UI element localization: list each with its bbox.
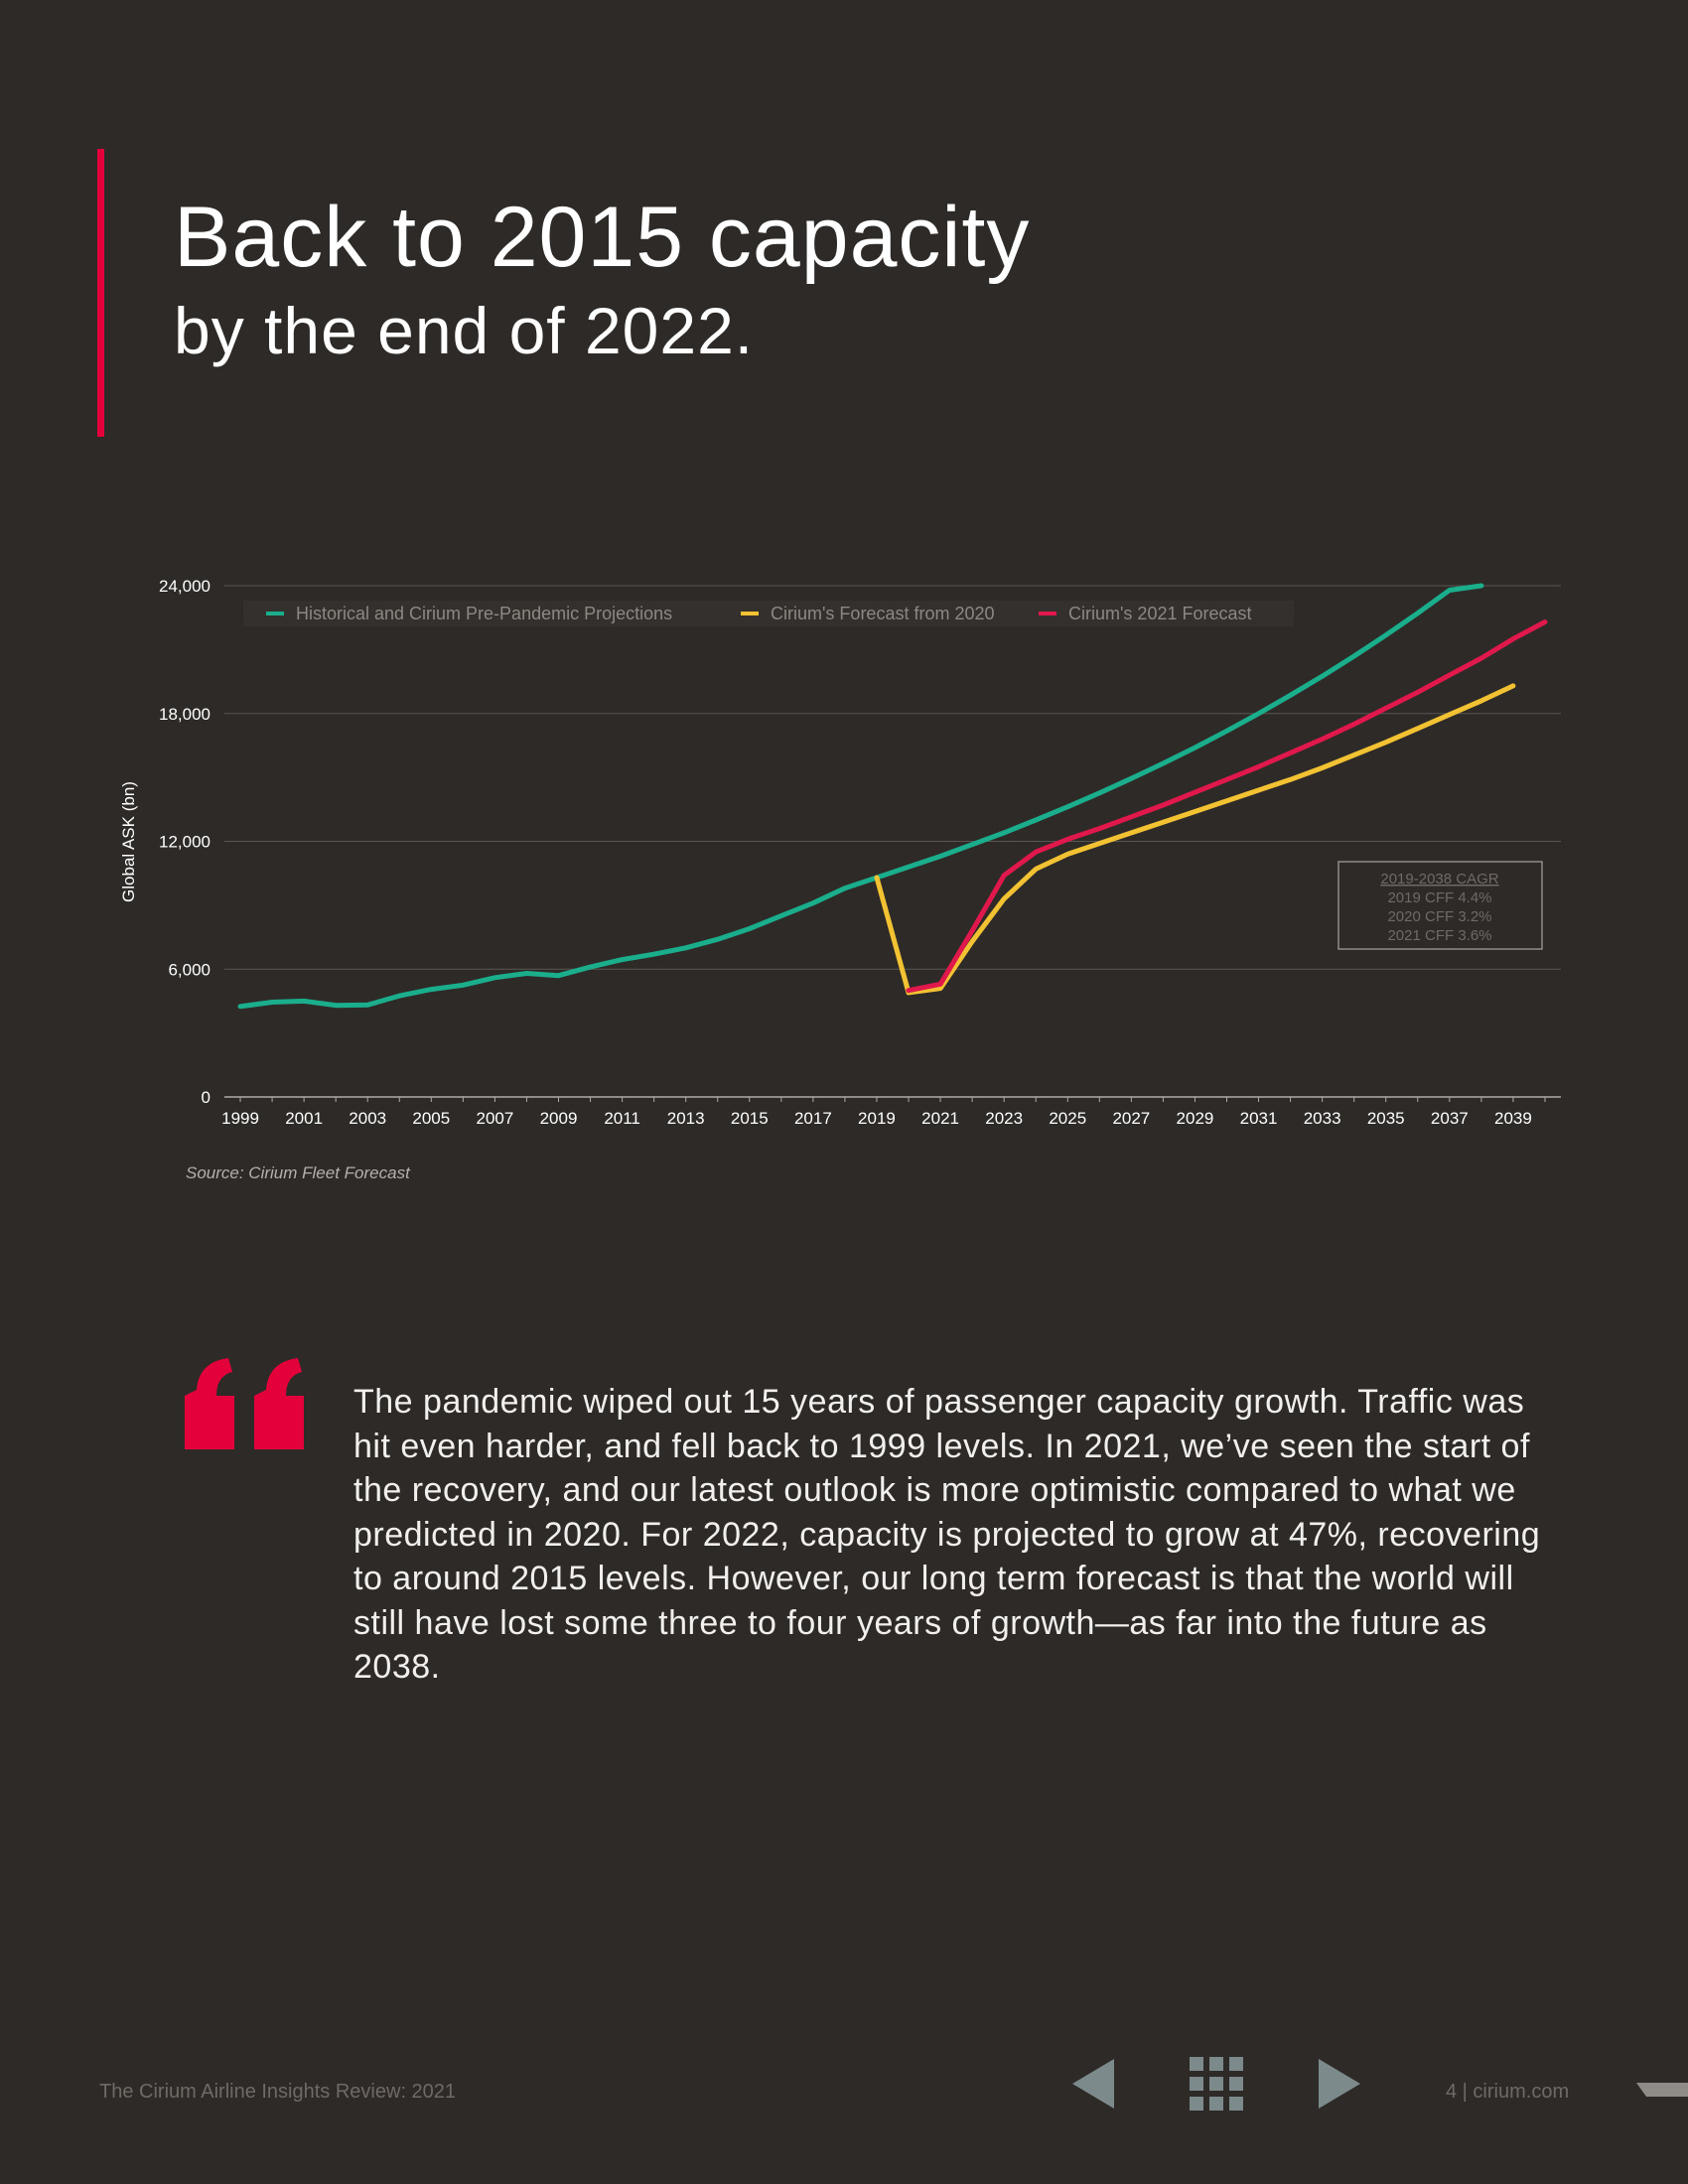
cagr-line: 2021 CFF 3.6% (1387, 927, 1491, 944)
x-tick-label: 2015 (731, 1109, 769, 1128)
x-tick-label: 2001 (285, 1109, 323, 1128)
x-tick-label: 2029 (1177, 1109, 1214, 1128)
x-tick-label: 2013 (667, 1109, 705, 1128)
legend-label-2: Cirium's Forecast from 2020 (771, 604, 995, 623)
triangle-right-icon (1319, 2059, 1360, 2109)
footer-page-number: 4 | cirium.com (1446, 2081, 1570, 2103)
x-tick-label: 2031 (1240, 1109, 1278, 1128)
x-tick-label: 2021 (921, 1109, 959, 1128)
x-tick-label: 2007 (476, 1109, 513, 1128)
series-line-1 (237, 583, 1484, 1010)
cagr-title: 2019-2038 CAGR (1380, 871, 1498, 887)
corner-tab (1636, 2083, 1688, 2097)
legend-label-1: Historical and Cirium Pre-Pandemic Proje… (296, 604, 672, 623)
page-title: Back to 2015 capacity by the end of 2022… (174, 195, 1030, 363)
quote-text: The pandemic wiped out 15 years of passe… (353, 1383, 1541, 1686)
series-line-3 (906, 619, 1548, 994)
grid-icon (1190, 2057, 1243, 2111)
cagr-line: 2020 CFF 3.2% (1387, 908, 1491, 925)
y-tick-label: 18,000 (159, 705, 211, 724)
x-tick-label: 2003 (349, 1109, 386, 1128)
legend-label-3: Cirium's 2021 Forecast (1068, 604, 1252, 623)
capacity-line-chart: 0 6,000 12,000 18,000 24,000 1999 2001 2003 2005… (119, 577, 1561, 1128)
x-tick-label: 2023 (985, 1109, 1023, 1128)
cagr-line: 2019 CFF 4.4% (1387, 889, 1491, 906)
x-tick-label: 2011 (604, 1109, 640, 1128)
x-tick-label: 2009 (540, 1109, 578, 1128)
footer-title: The Cirium Airline Insights Review: 2021 (99, 2081, 457, 2103)
x-tick-label: 2027 (1112, 1109, 1150, 1128)
x-tick-label: 2037 (1431, 1109, 1469, 1128)
triangle-left-icon (1072, 2059, 1114, 2109)
x-tick-label: 2025 (1049, 1109, 1086, 1128)
previous-page-button[interactable] (1070, 2057, 1116, 2111)
y-tick-label: 0 (202, 1088, 211, 1107)
title-line-2: by the end of 2022. (174, 294, 755, 367)
y-tick-label: 24,000 (159, 577, 211, 596)
x-tick-label: 2017 (794, 1109, 832, 1128)
x-tick-label: 2035 (1367, 1109, 1405, 1128)
x-tick-label: 2033 (1304, 1109, 1341, 1128)
x-tick-label: 2005 (412, 1109, 450, 1128)
y-axis-label: Global ASK (bn) (119, 781, 138, 902)
chart-source: Source: Cirium Fleet Forecast (186, 1163, 410, 1182)
x-tick-label: 1999 (221, 1109, 259, 1128)
quote-mark-icon (185, 1358, 304, 1449)
legend-background (243, 601, 1294, 626)
y-tick-label: 12,000 (159, 833, 211, 852)
x-tick-label: 2039 (1494, 1109, 1532, 1128)
page-grid-button[interactable] (1190, 2057, 1243, 2111)
accent-bar (97, 149, 104, 437)
series-line-2 (874, 683, 1516, 996)
y-tick-label: 6,000 (168, 960, 211, 979)
cagr-box (1337, 861, 1543, 950)
x-tick-label: 2019 (858, 1109, 896, 1128)
next-page-button[interactable] (1317, 2057, 1362, 2111)
title-line-1: Back to 2015 capacity (174, 190, 1031, 285)
